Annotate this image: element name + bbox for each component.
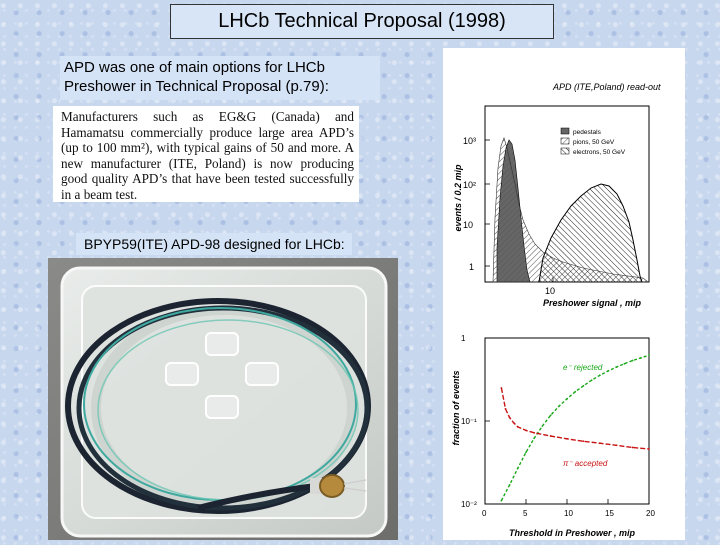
pi-accepted-point xyxy=(533,431,536,434)
legend-electrons: electrons, 50 GeV xyxy=(573,149,626,156)
pi-accepted-point xyxy=(549,435,552,437)
bottom-xtick-label: 5 xyxy=(523,509,528,518)
series-label-e-rejected: e⁻ rejected xyxy=(563,363,603,372)
series-pi-accepted-line xyxy=(500,387,650,450)
photo-caption: BPYP59(ITE) APD-98 designed for LHCb: xyxy=(76,233,352,255)
e-rejected-point xyxy=(639,357,642,359)
top-ytick-1000: 10³ xyxy=(463,136,476,146)
top-ytick-1: 1 xyxy=(469,262,474,272)
series-e-rejected-line xyxy=(500,354,650,501)
e-rejected-point xyxy=(508,483,511,486)
bottom-xtick-label: 15 xyxy=(605,509,614,518)
e-rejected-point xyxy=(541,425,544,427)
bottom-tick-marks xyxy=(484,337,650,505)
slide-title: LHCb Technical Proposal (1998) xyxy=(170,4,554,39)
e-rejected-point xyxy=(598,374,601,377)
intro-text: APD was one of main options for LHCb Pre… xyxy=(60,56,380,100)
e-rejected-point xyxy=(582,384,585,387)
top-xtick-10: 10 xyxy=(545,286,555,296)
e-rejected-point xyxy=(533,437,536,440)
bottom-chart-xlabel: Threshold in Preshower , mip xyxy=(509,528,636,538)
pi-accepted-point xyxy=(566,437,568,440)
e-rejected-point xyxy=(566,397,568,400)
series-label-pi-accepted: π⁻ accepted xyxy=(563,459,608,468)
e-rejected-point xyxy=(615,366,618,369)
pi-accepted-point xyxy=(648,448,650,450)
top-legend: pedestals pions, 50 GeV electrons, 50 Ge… xyxy=(560,127,626,156)
plots-panel: APD (ITE,Poland) read-out events / 0.2 m… xyxy=(443,48,685,540)
pi-accepted-point xyxy=(516,425,519,428)
e-rejected-point xyxy=(590,379,593,382)
top-chart-title: APD (ITE,Poland) read-out xyxy=(552,82,661,92)
pi-accepted-point xyxy=(615,444,618,447)
proposal-quote: Manufacturers such as EG&G (Canada) and … xyxy=(53,106,359,202)
e-rejected-point xyxy=(631,359,634,362)
e-rejected-point xyxy=(557,405,560,408)
pi-accepted-point xyxy=(508,416,511,419)
electron-histogram xyxy=(538,183,643,283)
bottom-xtick-label: 20 xyxy=(646,509,655,518)
top-ytick-10: 10 xyxy=(463,220,473,230)
e-rejected-point xyxy=(516,467,519,470)
top-ytick-100: 10² xyxy=(463,180,476,190)
e-rejected-point xyxy=(623,362,626,365)
bottom-chart-ylabel: fraction of events xyxy=(451,370,461,445)
pi-accepted-point xyxy=(631,446,634,449)
apd-photo xyxy=(48,258,398,540)
e-rejected-point xyxy=(525,451,527,454)
top-chart-ylabel: events / 0.2 mip xyxy=(453,164,463,232)
e-rejected-point xyxy=(574,390,577,393)
bottom-xtick-label: 0 xyxy=(482,509,487,518)
pi-accepted-point xyxy=(525,429,527,432)
pi-accepted-point xyxy=(582,440,585,443)
e-rejected-point xyxy=(549,414,552,417)
bottom-xtick-label: 10 xyxy=(564,509,573,518)
pi-accepted-point xyxy=(504,407,507,410)
top-chart-xlabel: Preshower signal , mip xyxy=(543,298,642,308)
e-rejected-point xyxy=(500,499,503,502)
bottom-ytick-label: 10⁻² xyxy=(461,500,477,509)
bottom-ytick-label: 1 xyxy=(461,334,466,343)
pi-accepted-point xyxy=(598,442,601,445)
legend-pions: pions, 50 GeV xyxy=(573,139,615,146)
legend-pedestals: pedestals xyxy=(573,129,602,136)
e-rejected-point xyxy=(607,370,609,372)
pi-accepted-point xyxy=(500,387,503,389)
pi-accepted-point xyxy=(512,421,515,424)
e-rejected-point xyxy=(648,354,650,357)
bottom-ytick-label: 10⁻¹ xyxy=(461,417,477,426)
